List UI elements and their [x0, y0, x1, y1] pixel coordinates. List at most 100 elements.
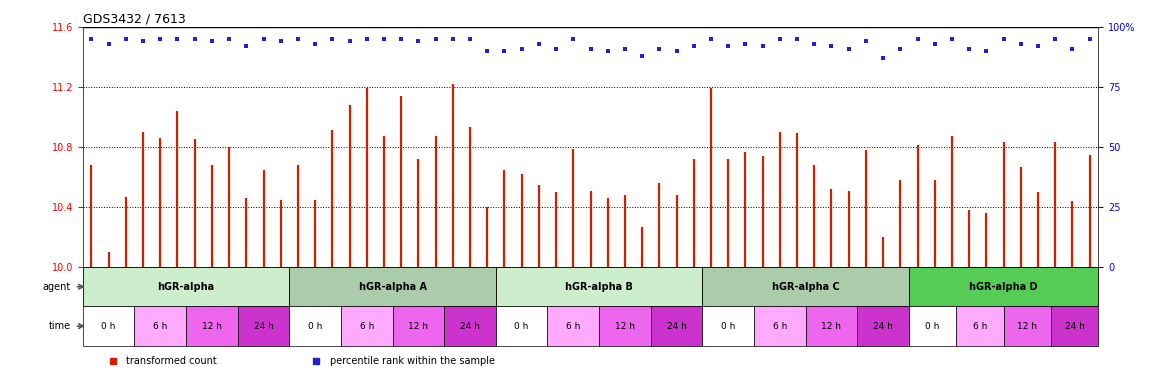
Point — [220, 36, 238, 42]
Point — [496, 48, 514, 54]
Bar — [83, 267, 290, 306]
Bar — [496, 306, 547, 346]
Point — [650, 45, 668, 51]
Text: time: time — [48, 321, 70, 331]
Point — [99, 41, 117, 47]
Bar — [908, 306, 957, 346]
Text: agent: agent — [43, 282, 70, 292]
Text: 12 h: 12 h — [615, 321, 635, 331]
Bar — [908, 267, 1098, 306]
Text: 6 h: 6 h — [566, 321, 581, 331]
Point — [530, 41, 549, 47]
Point — [185, 36, 204, 42]
Bar — [651, 306, 703, 346]
Text: hGR-alpha: hGR-alpha — [158, 282, 215, 292]
Bar — [547, 306, 599, 346]
Text: hGR-alpha D: hGR-alpha D — [969, 282, 1037, 292]
Point — [960, 45, 979, 51]
Text: 24 h: 24 h — [254, 321, 274, 331]
Point — [1046, 36, 1065, 42]
Text: 12 h: 12 h — [408, 321, 429, 331]
Point — [1012, 41, 1030, 47]
Text: GDS3432 / 7613: GDS3432 / 7613 — [83, 13, 185, 26]
Text: 24 h: 24 h — [1065, 321, 1084, 331]
Point — [1029, 43, 1048, 49]
Text: transformed count: transformed count — [126, 356, 217, 366]
Point — [392, 36, 411, 42]
Point — [753, 43, 772, 49]
Bar — [703, 306, 754, 346]
Point — [684, 43, 703, 49]
Point — [840, 45, 858, 51]
Text: 6 h: 6 h — [360, 321, 374, 331]
Point — [409, 38, 428, 45]
Point — [323, 36, 342, 42]
Point — [615, 45, 634, 51]
Point — [908, 36, 927, 42]
Point — [202, 38, 221, 45]
Text: hGR-alpha C: hGR-alpha C — [772, 282, 840, 292]
Text: hGR-alpha B: hGR-alpha B — [565, 282, 632, 292]
Bar — [857, 306, 908, 346]
Text: 6 h: 6 h — [153, 321, 168, 331]
Bar — [1051, 306, 1098, 346]
Point — [565, 36, 583, 42]
Point — [116, 36, 135, 42]
Point — [667, 48, 685, 54]
Point — [598, 48, 616, 54]
Bar — [238, 306, 290, 346]
Point — [943, 36, 961, 42]
Point — [995, 36, 1013, 42]
Point — [254, 36, 273, 42]
Text: 12 h: 12 h — [202, 321, 222, 331]
Point — [151, 36, 169, 42]
Text: 12 h: 12 h — [821, 321, 842, 331]
Bar — [444, 306, 496, 346]
Text: 24 h: 24 h — [460, 321, 480, 331]
Bar — [135, 306, 186, 346]
Point — [82, 36, 100, 42]
Point — [788, 36, 806, 42]
Point — [978, 48, 996, 54]
Point — [289, 36, 307, 42]
Bar — [754, 306, 806, 346]
Point — [358, 36, 376, 42]
Bar — [392, 306, 444, 346]
Text: 0 h: 0 h — [721, 321, 735, 331]
Point — [168, 36, 186, 42]
Bar — [599, 306, 651, 346]
Point — [340, 38, 359, 45]
Point — [891, 45, 910, 51]
Text: percentile rank within the sample: percentile rank within the sample — [330, 356, 494, 366]
Text: 24 h: 24 h — [873, 321, 894, 331]
Point — [582, 45, 600, 51]
Bar — [186, 306, 238, 346]
Text: 24 h: 24 h — [667, 321, 687, 331]
Bar — [290, 306, 340, 346]
Point — [547, 45, 566, 51]
Point — [632, 53, 651, 59]
Bar — [806, 306, 857, 346]
Text: 0 h: 0 h — [926, 321, 940, 331]
Point — [736, 41, 754, 47]
Bar — [496, 267, 703, 306]
Bar — [340, 306, 392, 346]
Point — [306, 41, 324, 47]
Point — [822, 43, 841, 49]
Text: 6 h: 6 h — [773, 321, 787, 331]
Point — [1081, 36, 1099, 42]
Point — [427, 36, 445, 42]
Text: 0 h: 0 h — [514, 321, 529, 331]
Text: hGR-alpha A: hGR-alpha A — [359, 282, 427, 292]
Bar — [703, 267, 908, 306]
Point — [478, 48, 497, 54]
Bar — [1004, 306, 1051, 346]
Point — [857, 38, 875, 45]
Point — [1064, 45, 1082, 51]
Point — [375, 36, 393, 42]
Bar — [290, 267, 496, 306]
Point — [926, 41, 944, 47]
Bar — [83, 306, 135, 346]
Point — [770, 36, 789, 42]
Point — [444, 36, 462, 42]
